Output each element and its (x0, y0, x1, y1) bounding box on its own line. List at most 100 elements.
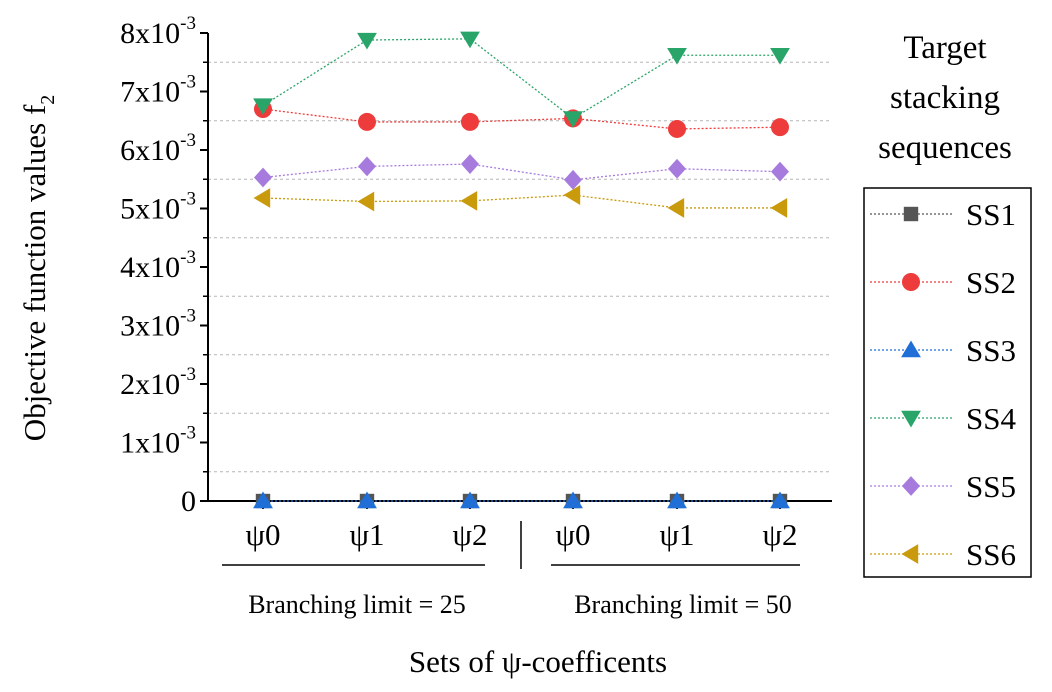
legend-label-ss1: SS1 (966, 197, 1016, 232)
legend-label-ss5: SS5 (966, 469, 1016, 504)
legend-marker-ss4 (901, 410, 921, 428)
data-point-ss6 (770, 198, 788, 218)
x-tick-label: ψ2 (453, 517, 488, 552)
y-tick-label-base: 0 (181, 485, 196, 518)
series-ss2 (254, 100, 789, 138)
y-axis-title: Objective function values f2 (17, 95, 59, 442)
x-ticks: ψ0 ψ1 ψ2 ψ0 ψ1 ψ2 (246, 501, 798, 552)
series-line-ss4 (262, 38, 780, 120)
legend: Target stacking sequences SS1SS2SS3SS4SS… (863, 30, 1032, 578)
y-tick-label: 4x10-3 (120, 247, 196, 284)
y-tick-label-exponent: -3 (180, 247, 196, 268)
y-tick-label-exponent: -3 (180, 189, 196, 210)
legend-item-ss4: SS4 (870, 401, 1016, 436)
y-tick-label: 1x10-3 (120, 423, 196, 460)
data-point-ss5 (771, 161, 789, 182)
y-tick-label-base: 1x10 (120, 427, 180, 460)
data-point-ss6 (357, 191, 375, 212)
legend-label-ss4: SS4 (966, 401, 1016, 436)
data-point-ss2 (668, 119, 686, 138)
y-tick-label-exponent: -3 (180, 306, 196, 327)
data-point-ss6 (563, 185, 581, 205)
y-tick-label: 3x10-3 (120, 306, 196, 343)
data-point-ss6 (460, 190, 478, 211)
y-axis-title-main: Objective function values f (17, 104, 52, 441)
x-tick-label: ψ2 (763, 517, 798, 552)
legend-item-ss3: SS3 (870, 333, 1016, 368)
data-point-ss3 (563, 491, 583, 509)
x-tick-label: ψ0 (246, 517, 281, 552)
data-point-ss4 (357, 32, 377, 50)
y-tick-label-base: 4x10 (120, 251, 180, 284)
series-ss3 (253, 491, 790, 509)
series-ss5 (254, 154, 789, 190)
legend-label-ss6: SS6 (966, 537, 1016, 572)
series (253, 31, 790, 509)
data-point-ss4 (460, 31, 480, 49)
x-tick-label: ψ1 (350, 517, 385, 552)
data-point-ss5 (461, 154, 479, 174)
x-tick-label: ψ0 (556, 517, 591, 552)
y-tick-label-base: 5x10 (120, 193, 180, 226)
group-label-2: Branching limit = 50 (574, 590, 792, 619)
legend-marker-ss5 (902, 476, 920, 496)
data-point-ss2 (771, 118, 789, 137)
axes (207, 33, 832, 502)
grid-lines (208, 61, 832, 473)
y-tick-label: 2x10-3 (120, 364, 196, 401)
y-tick-label-base: 6x10 (120, 134, 180, 167)
series-line-ss6 (262, 194, 780, 209)
legend-box (863, 187, 1032, 578)
legend-item-ss1: SS1 (870, 197, 1016, 232)
legend-item-ss6: SS6 (870, 537, 1016, 572)
data-point-ss5 (254, 167, 272, 188)
data-point-ss3 (460, 491, 480, 509)
data-point-ss3 (770, 491, 790, 509)
x-tick-label: ψ1 (660, 517, 695, 552)
data-point-ss3 (357, 491, 377, 509)
series-ss4 (253, 31, 790, 128)
y-tick-label-base: 3x10 (120, 310, 180, 343)
y-tick-label: 0 (181, 485, 196, 518)
y-tick-label: 8x10-3 (120, 13, 196, 50)
x-axis-title: Sets of ψ-coefficents (409, 644, 667, 679)
data-point-ss3 (667, 491, 687, 509)
legend-title-line-1: Target (903, 30, 986, 66)
y-tick-label-exponent: -3 (180, 13, 196, 34)
data-point-ss3 (253, 491, 273, 509)
y-tick-label-base: 8x10 (120, 17, 180, 50)
y-axis-title-subscript: 2 (37, 95, 59, 105)
data-point-ss5 (564, 169, 582, 190)
data-point-ss2 (461, 112, 479, 131)
legend-title-line-3: sequences (878, 130, 1012, 166)
y-tick-label-exponent: -3 (180, 364, 196, 385)
legend-marker-ss2 (902, 273, 920, 291)
series-line-ss2 (262, 108, 781, 130)
data-point-ss6 (253, 188, 271, 208)
y-tick-label-base: 7x10 (120, 76, 180, 109)
data-point-ss6 (667, 198, 685, 218)
data-point-ss5 (358, 156, 376, 177)
y-tick-label: 6x10-3 (120, 130, 196, 167)
data-point-ss4 (253, 98, 273, 115)
legend-item-ss5: SS5 (870, 469, 1016, 504)
legend-marker-ss3 (901, 340, 921, 358)
legend-label-ss2: SS2 (966, 265, 1016, 300)
y-ticks: 01x10-32x10-33x10-34x10-35x10-36x10-37x1… (120, 13, 208, 518)
group-label-1: Branching limit = 25 (248, 590, 466, 619)
legend-marker-ss1 (903, 206, 919, 222)
data-point-ss4 (563, 111, 583, 128)
y-tick-label: 5x10-3 (120, 189, 196, 226)
legend-label-ss3: SS3 (966, 333, 1016, 368)
group-brackets: Branching limit = 25 Branching limit = 5… (222, 521, 800, 619)
series-ss6 (253, 185, 788, 218)
legend-marker-ss6 (901, 544, 919, 564)
data-point-ss4 (770, 48, 790, 65)
legend-title-line-2: stacking (890, 80, 1000, 116)
series-line-ss5 (262, 163, 781, 181)
data-point-ss5 (668, 158, 686, 179)
legend-items: SS1 SS2 SS3 SS4 SS5 SS6 (870, 197, 1016, 572)
legend-item-ss2: SS2 (870, 265, 1016, 300)
data-point-ss2 (358, 112, 376, 131)
